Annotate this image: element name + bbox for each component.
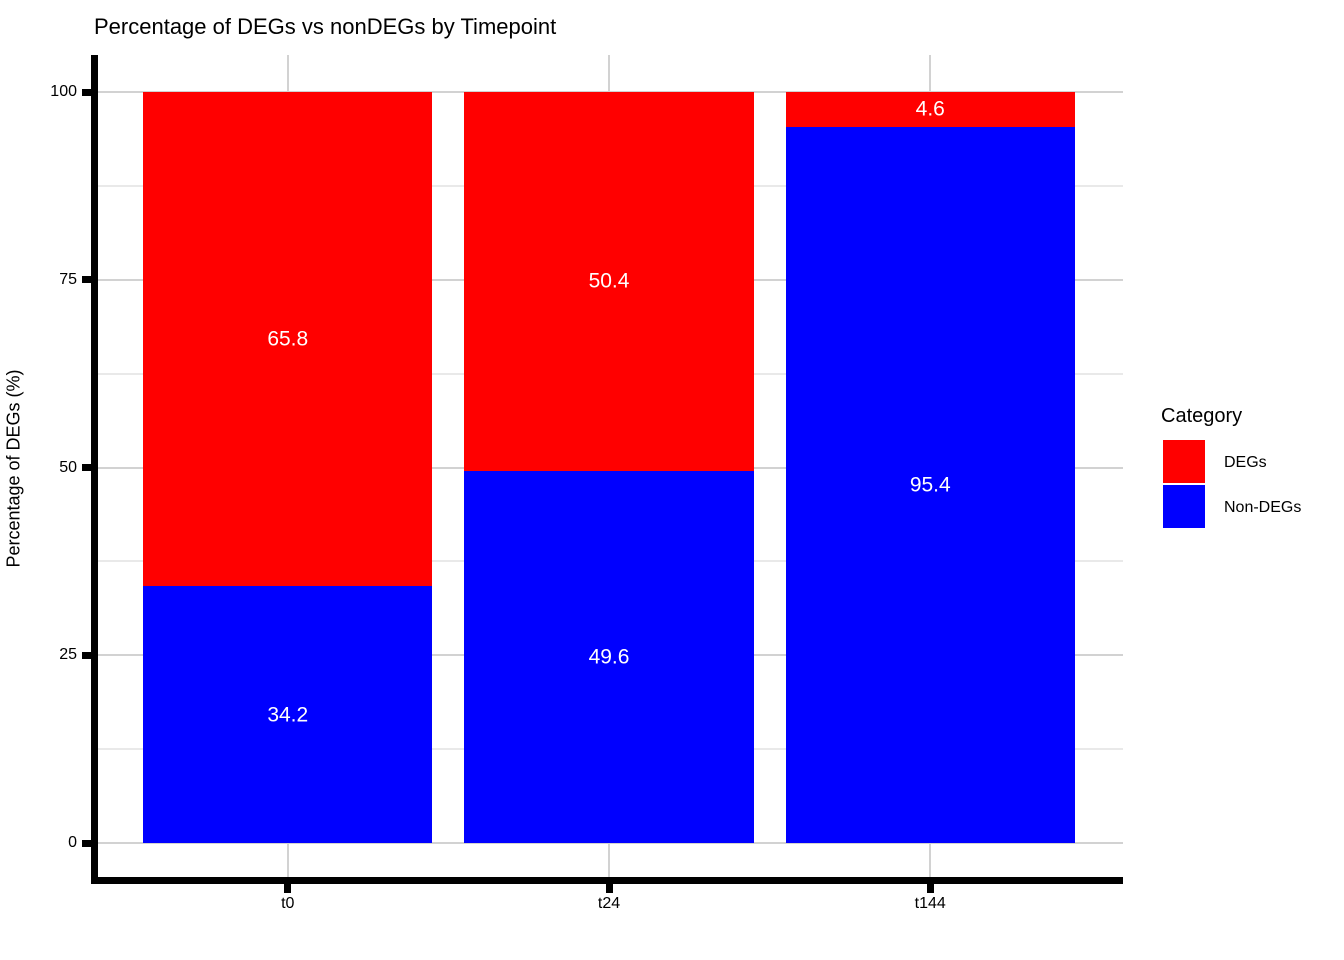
y-tick-50 (82, 464, 91, 471)
x-tick-label-t0: t0 (281, 895, 295, 912)
y-tick-label-100: 100 (50, 83, 77, 100)
legend-entries: DEGs Non-DEGs (1161, 440, 1341, 530)
legend-item-Non-DEGs: Non-DEGs (1161, 485, 1341, 530)
bar-segment-Non-DEGs-t144 (785, 126, 1075, 843)
plot-panel: 34.2 65.8 49.6 50.4 95.4 4.6 (95, 55, 1123, 880)
y-tick-label-75: 75 (59, 270, 77, 288)
bar-label-DEGs-t0: 65.8 (267, 327, 309, 351)
legend-title: Category (1161, 405, 1243, 427)
bar-segment-Non-DEGs-t0 (143, 586, 433, 843)
bar-label-Non-DEGs-t144: 95.4 (909, 473, 951, 497)
bar-label-Non-DEGs-t0: 34.2 (267, 703, 309, 727)
legend-label-Non-DEGs: Non-DEGs (1224, 498, 1302, 516)
y-tick-label-25: 25 (59, 646, 77, 664)
bar-segment-DEGs-t0 (143, 92, 433, 587)
x-tick-label-t24: t24 (597, 895, 621, 912)
y-tick-100 (82, 88, 91, 96)
bar-label-DEGs-t144: 4.6 (915, 97, 945, 121)
x-tick-label-t144: t144 (914, 895, 946, 912)
legend-key-DEGs (1163, 440, 1205, 483)
y-tick-0 (82, 839, 91, 847)
y-axis-title: Percentage of DEGs (%) (3, 369, 24, 568)
y-tick-label-0: 0 (68, 834, 77, 851)
bar-label-Non-DEGs-t24: 49.6 (588, 645, 630, 669)
legend: Category DEGs Non-DEGs (1161, 404, 1341, 530)
legend-item-DEGs: DEGs (1161, 440, 1341, 485)
legend-key-Non-DEGs (1163, 485, 1205, 528)
bar-label-DEGs-t24: 50.4 (588, 269, 630, 293)
y-axis-line (91, 55, 98, 884)
y-tick-75 (82, 276, 91, 284)
y-tick-label-50: 50 (59, 458, 77, 476)
x-tick-t24 (605, 884, 613, 893)
bar-segment-DEGs-t24 (464, 92, 754, 471)
bar-segment-Non-DEGs-t24 (464, 470, 754, 843)
x-axis-line (91, 877, 1123, 884)
x-tick-t144 (926, 884, 934, 893)
bar-segment-DEGs-t144 (785, 92, 1075, 127)
chart-title: Percentage of DEGs vs nonDEGs by Timepoi… (94, 14, 557, 39)
x-tick-t0 (284, 884, 292, 893)
legend-label-DEGs: DEGs (1224, 453, 1267, 471)
y-tick-25 (82, 651, 91, 659)
